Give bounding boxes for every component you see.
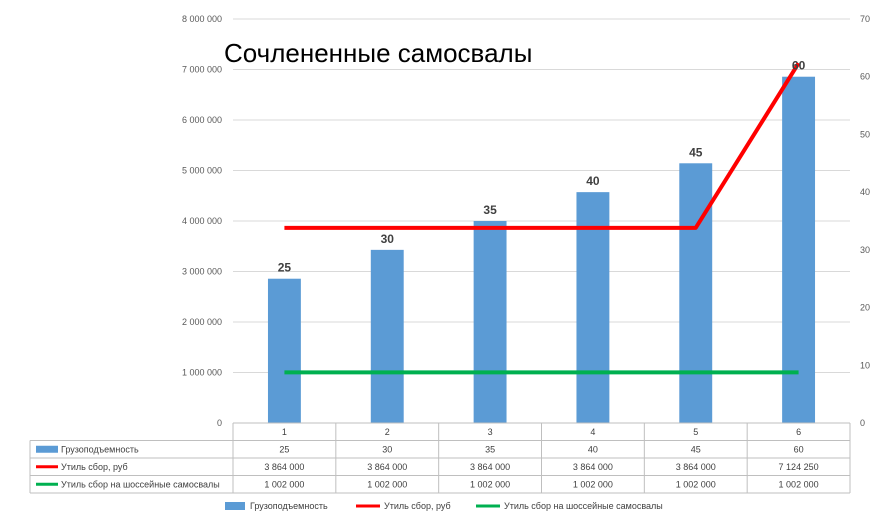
table-cell: 1 002 000 (573, 479, 613, 489)
bar (679, 163, 713, 424)
x-category-label: 3 (488, 427, 493, 437)
x-category-label: 4 (590, 427, 595, 437)
bar (267, 278, 301, 423)
y-left-tick-label: 0 (217, 418, 222, 428)
table-cell: 60 (794, 444, 804, 454)
y-right-tick-label: 60 (860, 72, 870, 82)
bar-data-label: 45 (689, 145, 703, 159)
y-right-tick-label: 30 (860, 245, 870, 255)
x-category-label: 6 (796, 427, 801, 437)
y-right-tick-label: 0 (860, 418, 865, 428)
legend-label: Утиль сбор на шоссейные самосвалы (504, 501, 663, 511)
bar-data-label: 60 (792, 59, 806, 73)
y-left-tick-label: 6 000 000 (182, 115, 222, 125)
y-right-tick-label: 10 (860, 360, 870, 370)
table-cell: 25 (279, 444, 289, 454)
y-right-tick-label: 40 (860, 187, 870, 197)
table-cell: 1 002 000 (367, 479, 407, 489)
table-cell: 1 002 000 (470, 479, 510, 489)
table-cell: 1 002 000 (779, 479, 819, 489)
bar-data-label: 25 (278, 261, 292, 275)
bar (782, 76, 816, 423)
table-row-label: Утиль сбор на шоссейные самосвалы (61, 479, 220, 489)
table-cell: 45 (691, 444, 701, 454)
table-legend-key (36, 445, 58, 453)
bar-data-label: 40 (586, 174, 600, 188)
table-cell: 3 864 000 (367, 462, 407, 472)
bar (473, 221, 507, 423)
gridlines (233, 18, 850, 424)
bar (370, 249, 404, 423)
table-cell: 30 (382, 444, 392, 454)
table-cell: 1 002 000 (676, 479, 716, 489)
table-cell: 3 864 000 (573, 462, 613, 472)
y-right-tick-label: 50 (860, 129, 870, 139)
series-line (284, 62, 801, 230)
bar-data-label: 30 (381, 232, 395, 246)
table-cell: 3 864 000 (676, 462, 716, 472)
x-category-label: 5 (693, 427, 698, 437)
bar-series (267, 76, 816, 424)
y-left-tick-label: 5 000 000 (182, 166, 222, 176)
bar-data-label: 35 (483, 203, 497, 217)
legend-label: Грузоподъемность (250, 501, 328, 511)
table-cell: 40 (588, 444, 598, 454)
table-row-label: Грузоподъемность (61, 444, 139, 454)
y-left-tick-label: 8 000 000 (182, 14, 222, 24)
table-cell: 3 864 000 (264, 462, 304, 472)
y-left-tick-label: 7 000 000 (182, 65, 222, 75)
table-cell: 1 002 000 (264, 479, 304, 489)
x-category-label: 1 (282, 427, 287, 437)
legend-key (225, 502, 245, 510)
legend: Грузоподъемность Утиль сбор, руб Утиль сбо… (225, 501, 663, 511)
table-cell: 35 (485, 444, 495, 454)
y-right-tick-label: 20 (860, 303, 870, 313)
table-cell: 7 124 250 (779, 462, 819, 472)
bar (576, 192, 610, 423)
axes: 0 1 000 000 2 000 000 3 000 000 4 000 000 5 0… (182, 14, 870, 428)
y-left-tick-label: 2 000 000 (182, 317, 222, 327)
x-category-label: 2 (385, 427, 390, 437)
y-left-tick-label: 3 000 000 (182, 267, 222, 277)
table-row-label: Утиль сбор, руб (61, 462, 128, 472)
y-left-tick-label: 4 000 000 (182, 216, 222, 226)
chart-title: Сочлененные самосвалы (224, 38, 532, 68)
line-series (284, 62, 801, 375)
table-cell: 3 864 000 (470, 462, 510, 472)
y-left-tick-label: 1 000 000 (182, 368, 222, 378)
y-right-tick-label: 70 (860, 14, 870, 24)
data-labels: 25 30 35 40 45 60 (278, 59, 806, 275)
legend-label: Утиль сбор, руб (384, 501, 451, 511)
